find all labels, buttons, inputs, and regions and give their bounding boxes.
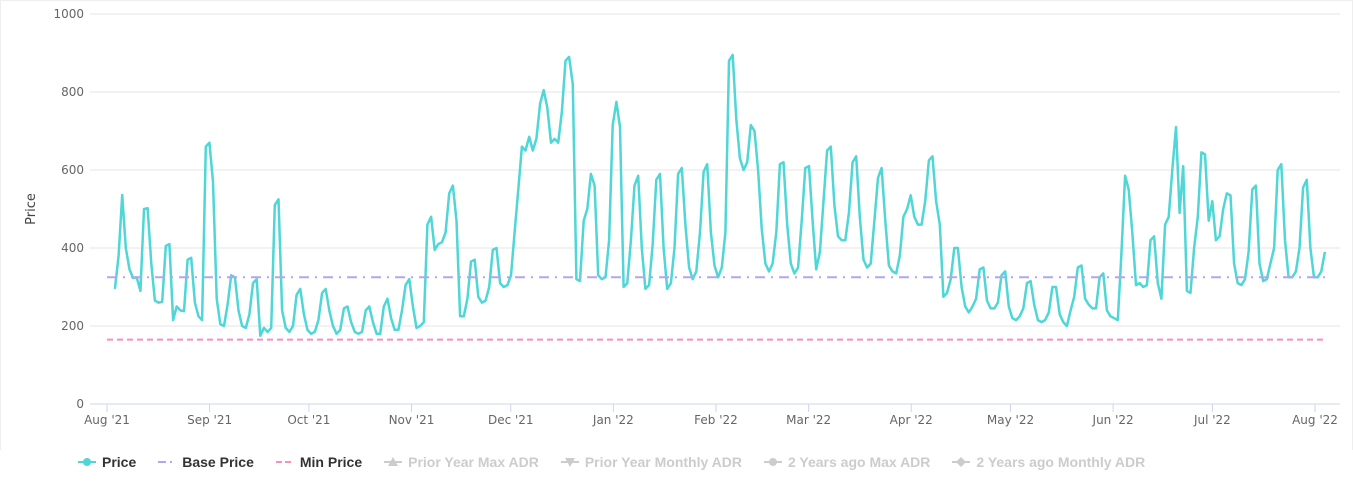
x-tick-label: Jun '22	[1092, 413, 1134, 427]
price-series-line	[113, 53, 1327, 338]
legend-symbol-icon	[560, 458, 579, 467]
y-tick-label: 800	[61, 85, 84, 99]
x-tick-label: Dec '21	[488, 413, 534, 427]
legend-item-2-years-ago-max-adr[interactable]: 2 Years ago Max ADR	[764, 454, 930, 470]
x-tick-label: Oct '21	[287, 413, 330, 427]
legend-symbol-icon	[764, 458, 782, 466]
legend-symbol-icon	[952, 457, 971, 467]
y-tick-label: 600	[61, 163, 84, 177]
legend-label: 2 Years ago Monthly ADR	[976, 454, 1146, 470]
legend-item-prior-year-monthly-adr[interactable]: Prior Year Monthly ADR	[560, 454, 742, 470]
y-tick-label: 1000	[53, 7, 84, 21]
x-tick-label: Aug '22	[1292, 413, 1338, 427]
legend-symbol-icon	[78, 458, 96, 466]
legend-label: Prior Year Monthly ADR	[584, 454, 742, 470]
legend-item-min-price[interactable]: Min Price	[275, 454, 363, 470]
legend-item-2-years-ago-monthly-adr[interactable]: 2 Years ago Monthly ADR	[952, 454, 1145, 470]
price-chart: 0 200 400 600 800 1000 Aug '21 Sep '21 Oct '21 N…	[0, 0, 1353, 450]
x-tick-label: Jul '22	[1193, 413, 1231, 427]
chart-legend: Price Base Price Min Price Prior Year Max A…	[78, 454, 1167, 470]
legend-item-prior-year-max-adr[interactable]: Prior Year Max ADR	[384, 454, 539, 470]
y-axis-label: Price	[24, 193, 39, 225]
legend-item-base-price[interactable]: Base Price	[158, 454, 254, 470]
x-tick-label: Jan '22	[592, 413, 634, 427]
legend-item-price[interactable]: Price	[78, 454, 136, 470]
x-tick-label: Apr '22	[890, 413, 933, 427]
x-tick-label: Mar '22	[786, 413, 831, 427]
legend-label: Prior Year Max ADR	[408, 454, 539, 470]
legend-symbol-icon	[275, 461, 294, 463]
legend-label: Min Price	[299, 454, 363, 470]
legend-symbol-icon	[384, 457, 403, 466]
y-tick-label: 200	[61, 319, 84, 333]
x-tick-label: Sep '21	[187, 413, 232, 427]
y-tick-label: 0	[76, 397, 84, 411]
x-tick-label: Aug '21	[84, 413, 130, 427]
x-tick-label: May '22	[987, 413, 1034, 427]
x-tick-label: Nov '21	[389, 413, 435, 427]
legend-symbol-icon	[158, 461, 177, 463]
x-tick-label: Feb '22	[694, 413, 738, 427]
legend-label: Base Price	[182, 454, 254, 470]
legend-label: 2 Years ago Max ADR	[788, 454, 931, 470]
y-tick-label: 400	[61, 241, 84, 255]
legend-label: Price	[102, 454, 137, 470]
